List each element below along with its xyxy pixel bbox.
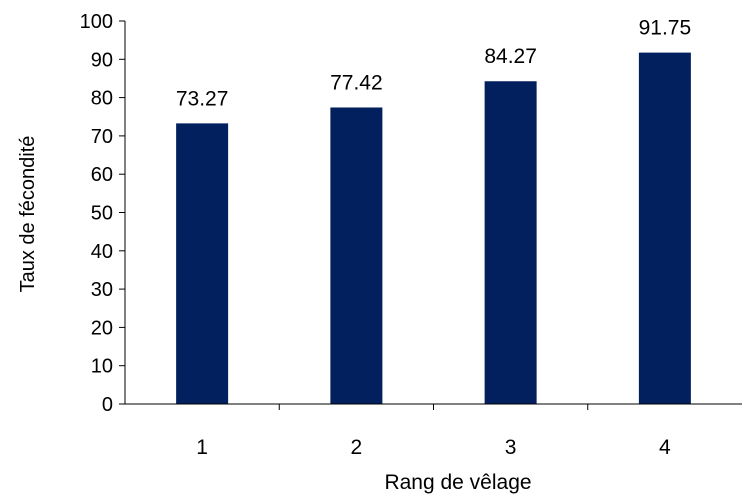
y-tick-label: 80 [91,88,113,110]
x-tick-label: 4 [659,436,671,459]
x-tick-label: 2 [351,436,363,459]
data-labels: 73.27 77.42 84.27 91.75 [176,17,691,111]
y-tick-label: 20 [91,317,113,339]
x-tick-label: 3 [505,436,517,459]
y-tick-label: 70 [91,126,113,148]
x-axis-ticks: 1 2 3 4 [196,404,671,459]
y-tick-label: 30 [91,279,113,301]
y-tick-label: 40 [91,241,113,263]
bar [638,52,691,404]
data-label: 77.42 [330,71,383,94]
y-tick-label: 90 [91,49,113,71]
x-axis-title: Rang de vêlage [384,471,531,494]
y-tick-label: 100 [80,11,113,33]
y-tick-label: 10 [91,356,113,378]
data-label: 84.27 [484,45,537,68]
data-label: 91.75 [639,17,692,40]
bar [330,107,383,405]
bar [484,81,537,404]
x-tick-label: 1 [196,436,208,459]
y-tick-label: 60 [91,164,113,186]
y-tick-label: 50 [91,203,113,225]
bars [176,52,691,405]
bar [176,123,229,404]
y-axis-ticks: 0 10 20 30 40 50 60 70 80 90 100 [80,11,125,416]
data-label: 73.27 [176,87,229,110]
y-axis-title: Taux de fécondité [17,136,39,293]
y-tick-label: 0 [102,394,113,416]
